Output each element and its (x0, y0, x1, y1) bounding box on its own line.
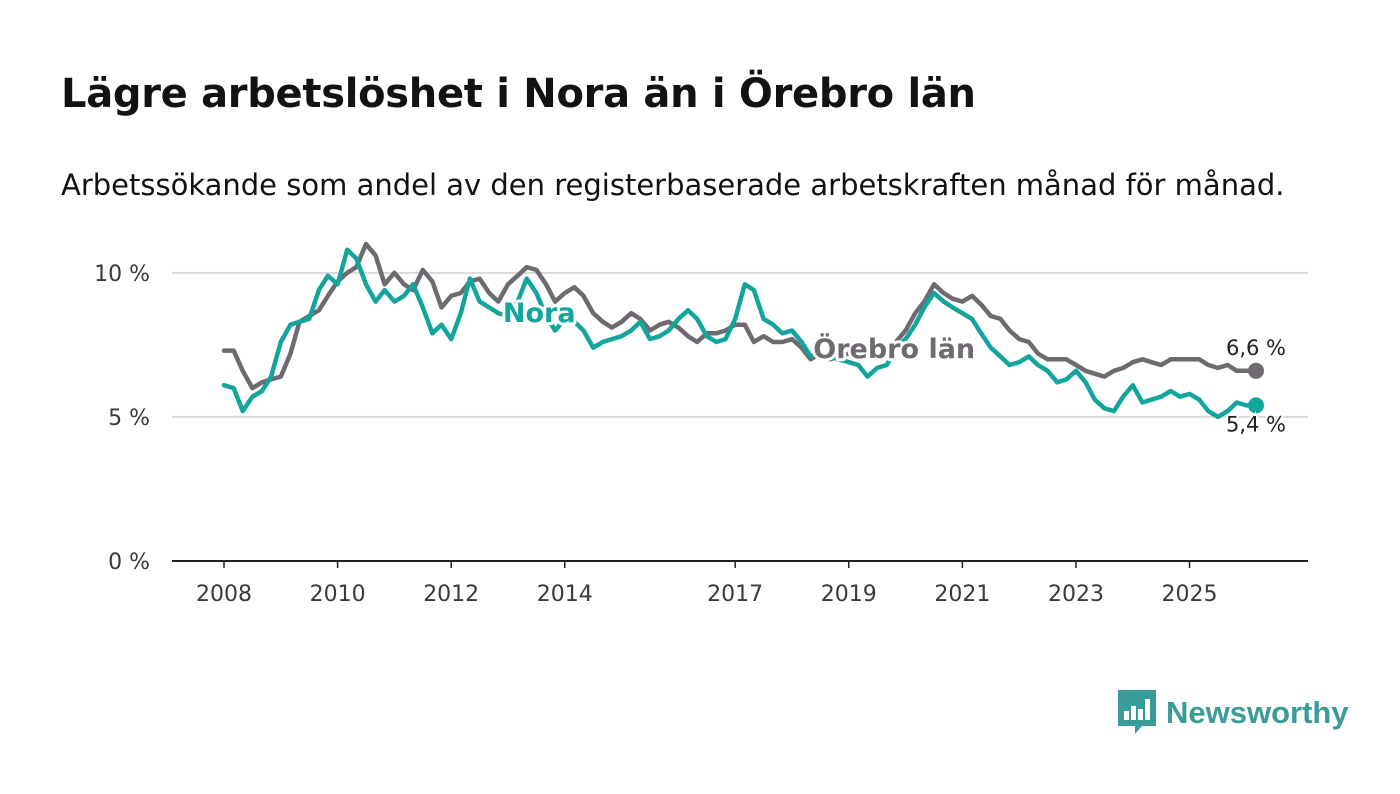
x-tick-label: 2025 (1162, 582, 1218, 607)
x-axis-ticks: 2008 2010 2012 2014 2017 2019 2021 2023 2025 (196, 561, 1218, 607)
x-tick-label: 2017 (707, 582, 763, 607)
end-value-label: 5,4 % (1226, 412, 1286, 436)
y-axis-ticks: 0 % 5 % 10 % (94, 262, 150, 575)
x-tick-label: 2014 (537, 582, 593, 607)
series-labels: 6,6 % 5,4 % Örebro län Nora (500, 295, 1288, 439)
logo-chart-icon (1118, 690, 1156, 734)
series-name-label: Örebro län (813, 332, 975, 365)
logo-text: Newsworthy (1166, 695, 1349, 730)
series-lines (221, 241, 1259, 420)
series-name-label: Nora (503, 298, 576, 329)
x-tick-label: 2021 (934, 582, 990, 607)
end-markers (1248, 362, 1264, 414)
y-tick-label: 10 % (94, 262, 150, 287)
x-tick-label: 2010 (310, 582, 366, 607)
x-tick-label: 2019 (821, 582, 877, 607)
x-tick-label: 2012 (423, 582, 479, 607)
series-line-orebro-lan (221, 241, 1259, 391)
y-tick-label: 5 % (108, 406, 150, 431)
x-tick-label: 2008 (196, 582, 252, 607)
end-value-label: 6,6 % (1226, 336, 1286, 360)
x-tick-label: 2023 (1048, 582, 1104, 607)
end-marker (1248, 362, 1264, 379)
chart-subtitle: Arbetssökande som andel av den registerb… (61, 168, 1285, 202)
newsworthy-logo: Newsworthy (1118, 690, 1349, 736)
end-marker (1248, 397, 1264, 414)
grid-lines (172, 271, 1308, 562)
y-tick-label: 0 % (108, 550, 150, 575)
chart-title: Lägre arbetslöshet i Nora än i Örebro lä… (61, 71, 976, 117)
series-line-nora (221, 247, 1259, 420)
